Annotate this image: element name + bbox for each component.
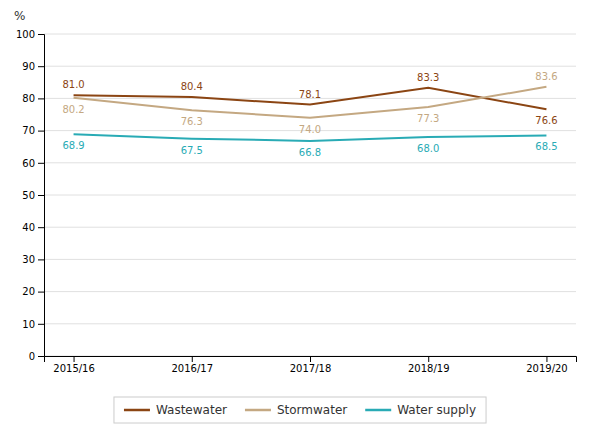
legend-item: Water supply <box>365 403 476 417</box>
legend-label: Wastewater <box>156 403 227 417</box>
y-tick-mark <box>38 131 44 132</box>
data-label: 68.5 <box>535 141 557 152</box>
y-tick: 0 <box>29 351 44 362</box>
legend-label: Stormwater <box>277 403 347 417</box>
data-label: 68.9 <box>62 140 84 151</box>
data-label: 68.0 <box>417 143 439 154</box>
y-tick: 100 <box>16 29 44 40</box>
x-axis-line <box>45 357 577 363</box>
y-tick: 30 <box>22 254 44 265</box>
x-tick: 2016/17 <box>172 356 214 374</box>
y-tick-mark <box>38 195 44 196</box>
legend-swatch <box>365 409 391 412</box>
y-tick: 40 <box>22 222 44 233</box>
data-label: 76.3 <box>181 116 203 127</box>
y-tick-mark <box>38 163 44 164</box>
y-tick-label: 60 <box>22 158 35 169</box>
x-tick-label: 2017/18 <box>290 363 332 374</box>
data-labels: 81.0 80.4 78.1 83.3 76.6 80.2 76.3 74.0 77.3 83.6… <box>62 71 557 158</box>
grid-line <box>44 291 576 292</box>
y-axis-title: % <box>14 9 25 23</box>
legend-item: Stormwater <box>245 403 347 417</box>
y-tick: 90 <box>22 61 44 72</box>
y-tick-label: 40 <box>22 222 35 233</box>
y-tick-mark <box>38 66 44 67</box>
x-tick: 2015/16 <box>53 356 95 374</box>
x-tick: 2018/19 <box>408 356 450 374</box>
x-tick: 2017/18 <box>290 356 332 374</box>
grid-line <box>44 34 576 35</box>
data-label: 76.6 <box>535 115 557 126</box>
grid-line <box>44 162 576 163</box>
x-axis: 2015/16 2016/17 2017/18 2018/19 2019/20 <box>45 356 577 374</box>
y-axis-line <box>38 35 45 357</box>
y-tick-label: 90 <box>22 61 35 72</box>
data-label: 83.3 <box>417 72 439 83</box>
legend-label: Water supply <box>397 403 476 417</box>
x-tick: 2019/20 <box>526 356 568 374</box>
plot-area: 0 10 20 30 40 50 60 70 80 90 100 2015/16 2016/17 2017… <box>16 29 577 374</box>
chart: 0 10 20 30 40 50 60 70 80 90 100 2015/16 2016/17 2017… <box>0 0 600 434</box>
y-tick: 80 <box>22 93 44 104</box>
x-tick-label: 2019/20 <box>526 363 568 374</box>
y-tick-label: 20 <box>22 286 35 297</box>
y-tick-label: 10 <box>22 319 35 330</box>
y-tick-label: 50 <box>22 190 35 201</box>
data-label: 80.2 <box>62 104 84 115</box>
y-tick-mark <box>38 324 44 325</box>
legend-frame <box>114 397 486 423</box>
y-tick: 20 <box>22 286 44 297</box>
y-tick-mark <box>38 98 44 99</box>
grid <box>44 34 576 356</box>
y-tick: 70 <box>22 125 44 136</box>
legend: Wastewater Stormwater Water supply <box>114 397 486 423</box>
y-tick-label: 100 <box>16 29 35 40</box>
y-tick-mark <box>38 227 44 228</box>
x-tick-mark <box>310 356 311 362</box>
data-label: 80.4 <box>181 81 203 92</box>
y-tick-mark <box>38 259 44 260</box>
legend-swatch <box>245 409 271 412</box>
y-tick-label: 30 <box>22 254 35 265</box>
y-tick-mark <box>38 356 44 357</box>
x-tick-label: 2018/19 <box>408 363 450 374</box>
legend-item: Wastewater <box>124 403 227 417</box>
data-label: 66.8 <box>299 147 321 158</box>
data-label: 67.5 <box>181 145 203 156</box>
grid-line <box>44 259 576 260</box>
y-tick-mark <box>38 292 44 293</box>
x-tick-label: 2015/16 <box>53 363 95 374</box>
lines <box>74 87 547 141</box>
x-tick-mark <box>74 356 75 362</box>
grid-line <box>44 195 576 196</box>
y-tick-mark <box>38 34 44 35</box>
series-line <box>74 134 547 141</box>
y-tick: 50 <box>22 190 44 201</box>
legend-swatch <box>124 409 150 412</box>
x-tick-mark <box>428 356 429 362</box>
y-axis: 0 10 20 30 40 50 60 70 80 90 100 <box>16 29 45 362</box>
y-tick: 60 <box>22 158 44 169</box>
data-label: 83.6 <box>535 71 557 82</box>
data-label: 78.1 <box>299 89 321 100</box>
data-label: 77.3 <box>417 113 439 124</box>
y-tick-label: 0 <box>29 351 35 362</box>
y-tick: 10 <box>22 319 44 330</box>
y-tick-label: 80 <box>22 93 35 104</box>
data-label: 74.0 <box>299 124 321 135</box>
x-tick-label: 2016/17 <box>172 363 214 374</box>
grid-line <box>44 66 576 67</box>
grid-line <box>44 227 576 228</box>
x-tick-mark <box>192 356 193 362</box>
x-tick-mark <box>546 356 547 362</box>
data-label: 81.0 <box>62 79 84 90</box>
grid-line <box>44 323 576 324</box>
y-tick-label: 70 <box>22 125 35 136</box>
series-line <box>74 87 547 118</box>
